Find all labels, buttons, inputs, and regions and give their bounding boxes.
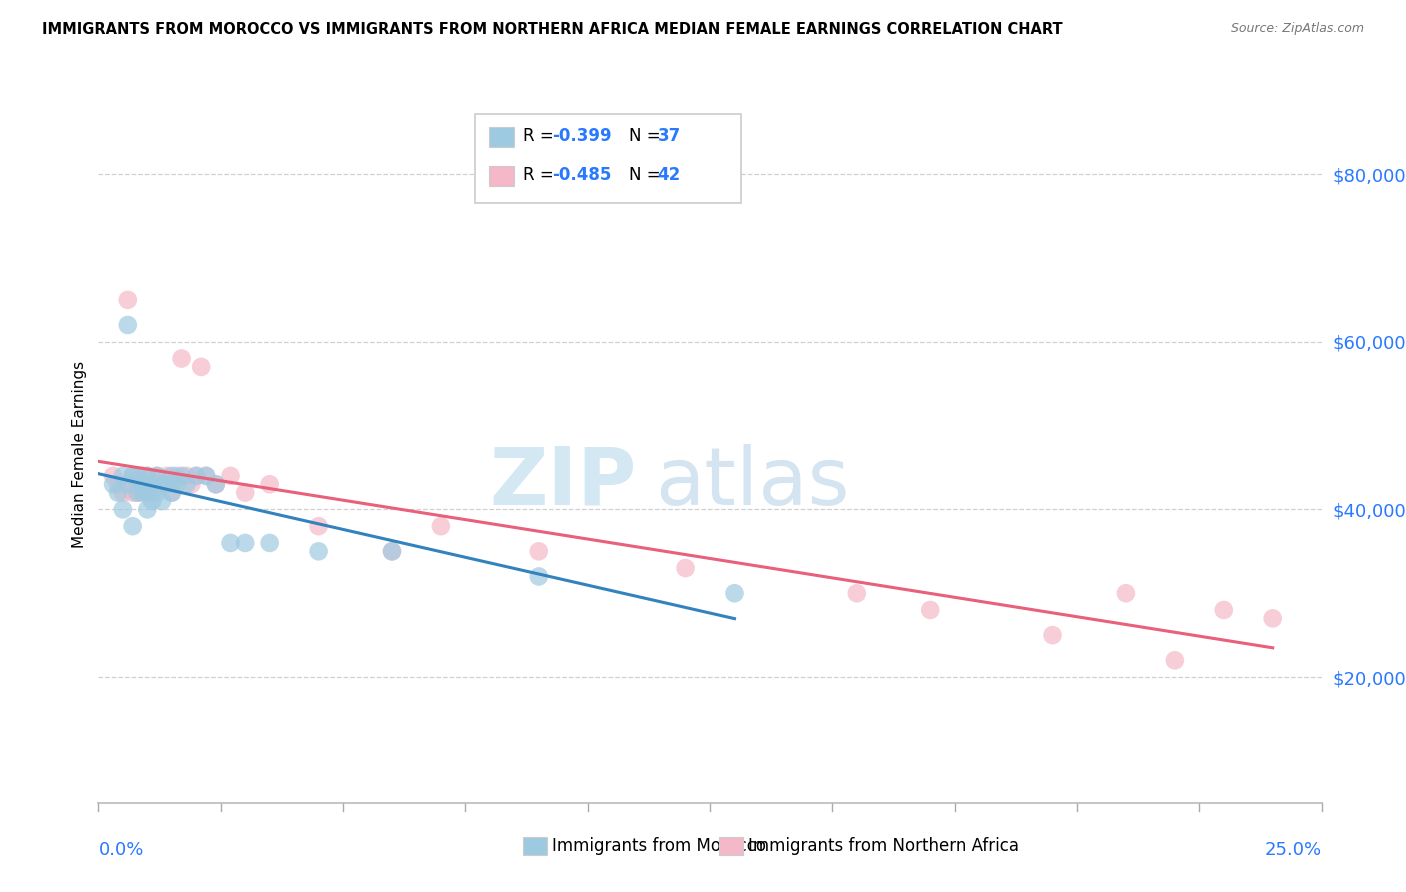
Point <box>150 477 173 491</box>
Point <box>127 485 149 500</box>
Text: 42: 42 <box>658 166 681 184</box>
Text: IMMIGRANTS FROM MOROCCO VS IMMIGRANTS FROM NORTHERN AFRICA MEDIAN FEMALE EARNING: IMMIGRANTS FROM MOROCCO VS IMMIGRANTS FR… <box>42 22 1063 37</box>
Point <box>127 477 149 491</box>
Point <box>166 468 188 483</box>
Point <box>186 468 208 483</box>
Point <box>195 468 218 483</box>
Point <box>121 519 143 533</box>
Point <box>233 485 256 500</box>
Point <box>186 468 208 483</box>
Point <box>127 468 149 483</box>
Point <box>136 502 159 516</box>
Point <box>131 477 153 491</box>
Point <box>180 477 202 491</box>
Point <box>170 351 193 366</box>
Point <box>1042 628 1064 642</box>
Text: atlas: atlas <box>655 443 849 522</box>
Point <box>111 502 134 516</box>
Point <box>166 477 188 491</box>
Point <box>160 477 183 491</box>
Text: 0.0%: 0.0% <box>98 841 143 859</box>
Point <box>121 485 143 500</box>
Point <box>233 536 256 550</box>
Text: R =: R = <box>523 127 558 145</box>
Point <box>136 485 159 500</box>
Text: 25.0%: 25.0% <box>1264 841 1322 859</box>
Text: ZIP: ZIP <box>489 443 637 522</box>
Point <box>308 544 330 558</box>
Point <box>146 468 169 483</box>
Point <box>117 293 139 307</box>
Point <box>430 519 453 533</box>
Point <box>146 468 169 483</box>
Point <box>111 468 134 483</box>
Text: N =: N = <box>630 166 666 184</box>
Point <box>1212 603 1234 617</box>
Point <box>170 468 193 483</box>
Point <box>675 561 697 575</box>
Point <box>156 468 179 483</box>
Point <box>121 468 143 483</box>
Bar <box>718 837 742 855</box>
Point <box>141 477 163 491</box>
Point <box>527 544 550 558</box>
Text: 37: 37 <box>658 127 681 145</box>
Point <box>381 544 404 558</box>
Point <box>1164 653 1187 667</box>
Point <box>131 477 153 491</box>
Text: N =: N = <box>630 127 666 145</box>
Point <box>141 485 163 500</box>
Point <box>205 477 228 491</box>
Point <box>205 477 228 491</box>
Point <box>160 468 183 483</box>
Point <box>117 477 139 491</box>
Text: Immigrants from Morocco: Immigrants from Morocco <box>553 837 766 855</box>
Point <box>845 586 868 600</box>
Point <box>308 519 330 533</box>
Text: Source: ZipAtlas.com: Source: ZipAtlas.com <box>1230 22 1364 36</box>
Point <box>259 536 281 550</box>
Point <box>141 477 163 491</box>
Point <box>176 477 198 491</box>
Point <box>127 485 149 500</box>
Point <box>1261 611 1284 625</box>
Point <box>117 318 139 332</box>
Point <box>141 494 163 508</box>
Point <box>121 468 143 483</box>
Point <box>190 359 212 374</box>
Point <box>136 485 159 500</box>
Point <box>259 477 281 491</box>
Point <box>131 468 153 483</box>
Point <box>131 485 153 500</box>
Point <box>107 485 129 500</box>
Y-axis label: Median Female Earnings: Median Female Earnings <box>72 361 87 549</box>
Point <box>176 468 198 483</box>
Text: -0.399: -0.399 <box>553 127 612 145</box>
Point <box>1115 586 1137 600</box>
Point <box>381 544 404 558</box>
Point <box>101 468 124 483</box>
Point <box>111 485 134 500</box>
Point <box>136 468 159 483</box>
Text: R =: R = <box>523 166 558 184</box>
Point <box>195 468 218 483</box>
Point <box>136 468 159 483</box>
Point <box>160 485 183 500</box>
Text: Immigrants from Northern Africa: Immigrants from Northern Africa <box>748 837 1019 855</box>
Point <box>160 485 183 500</box>
Text: -0.485: -0.485 <box>553 166 612 184</box>
Point <box>723 586 745 600</box>
Point <box>150 477 173 491</box>
Point <box>156 477 179 491</box>
Point <box>527 569 550 583</box>
Point <box>107 477 129 491</box>
Point <box>219 536 242 550</box>
Point <box>101 477 124 491</box>
Point <box>150 494 173 508</box>
Point <box>146 485 169 500</box>
Point <box>219 468 242 483</box>
Bar <box>523 837 547 855</box>
Point <box>920 603 942 617</box>
